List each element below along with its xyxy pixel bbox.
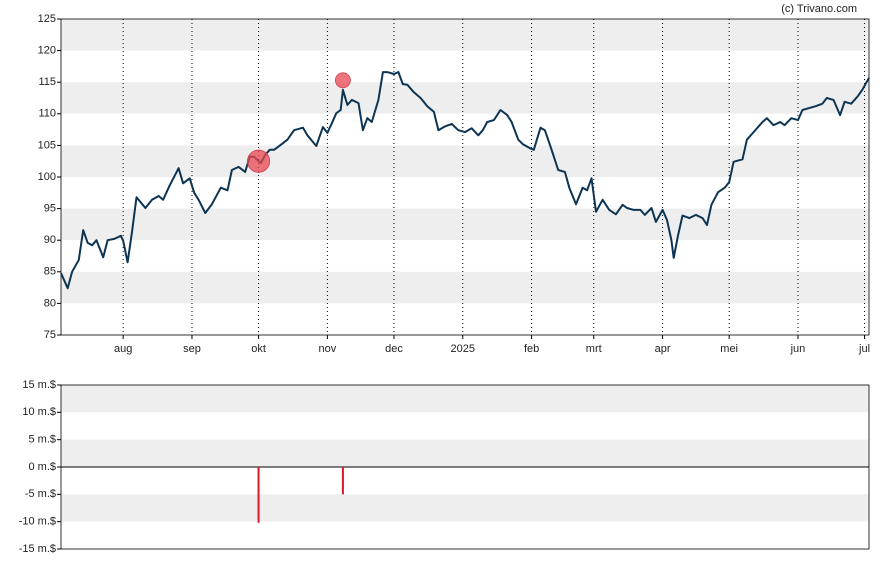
y-tick-label: 80 xyxy=(44,297,56,309)
x-tick-label: jun xyxy=(790,343,806,355)
x-tick-label: dec xyxy=(385,343,403,355)
price-line xyxy=(60,71,870,290)
grid-band xyxy=(61,177,869,209)
y-tick-label: 95 xyxy=(44,203,56,215)
y-tick-label: 90 xyxy=(44,234,56,246)
y-tick-label: 0 m.$ xyxy=(28,461,56,473)
y-tick-label: 75 xyxy=(44,329,56,341)
y-tick-label: 125 xyxy=(38,13,56,25)
grid-band xyxy=(61,412,869,440)
y-tick-label: -15 m.$ xyxy=(19,543,56,555)
x-tick-label: jul xyxy=(858,343,870,355)
x-tick-label: feb xyxy=(524,343,539,355)
grid-band xyxy=(61,82,869,114)
trade-marker xyxy=(247,149,271,173)
y-tick-label: 15 m.$ xyxy=(22,379,56,391)
y-tick-label: 120 xyxy=(38,45,56,57)
plot-frame xyxy=(60,18,870,336)
y-tick-label: 115 xyxy=(38,76,56,88)
x-tick-label: mei xyxy=(720,343,738,355)
bar xyxy=(257,467,260,523)
grid-band xyxy=(61,240,869,272)
grid-band xyxy=(61,385,869,413)
y-tick-label: 105 xyxy=(38,139,56,151)
y-tick-label: 85 xyxy=(44,266,56,278)
x-tick-label: okt xyxy=(251,343,266,355)
x-tick-label: mrt xyxy=(586,343,602,355)
grid-band xyxy=(61,145,869,177)
trade-marker xyxy=(335,72,351,89)
credit: (c) Trivano.com xyxy=(781,3,857,15)
x-tick-label: aug xyxy=(114,343,132,355)
x-tick-label: apr xyxy=(655,343,671,355)
grid-band xyxy=(61,494,869,522)
grid-band xyxy=(61,50,869,83)
grid-band xyxy=(61,303,869,335)
grid-band xyxy=(61,113,869,146)
x-tick-label: sep xyxy=(183,343,201,355)
grid-band xyxy=(61,271,869,304)
grid-band xyxy=(61,439,869,467)
x-tick-label: 2025 xyxy=(451,343,475,355)
y-tick-label: 10 m.$ xyxy=(22,406,56,418)
y-tick-label: 5 m.$ xyxy=(28,434,56,446)
bar xyxy=(341,467,344,495)
grid-band xyxy=(61,19,869,51)
grid-band xyxy=(61,521,869,549)
x-tick-label: nov xyxy=(318,343,336,355)
grid-band xyxy=(61,467,869,495)
y-tick-label: 100 xyxy=(38,171,56,183)
y-tick-label: 110 xyxy=(38,108,56,120)
y-tick-label: -5 m.$ xyxy=(25,488,56,500)
grid-band xyxy=(61,208,869,241)
y-tick-label: -10 m.$ xyxy=(19,516,56,528)
